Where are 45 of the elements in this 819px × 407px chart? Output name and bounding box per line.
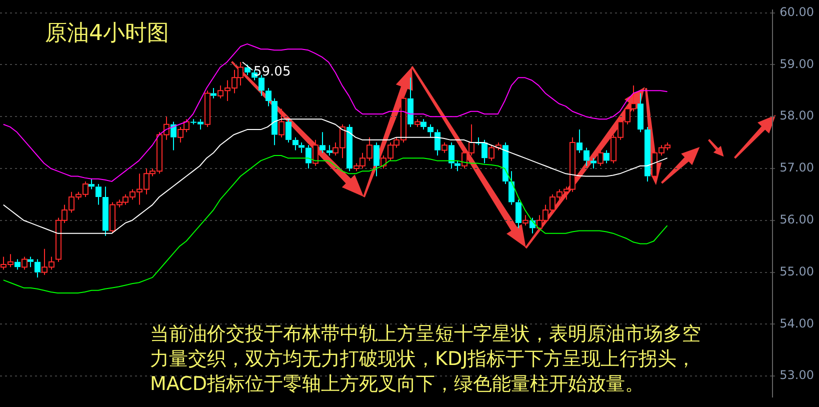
candlestick	[102, 186, 108, 236]
candlestick	[258, 74, 264, 96]
y-tick-label: 54.00	[780, 316, 814, 330]
candlestick	[286, 118, 292, 144]
y-tick-label: 53.00	[780, 368, 814, 382]
text: 原油4小时图	[45, 20, 169, 48]
candlestick	[266, 88, 272, 107]
y-tick-label: 58.00	[780, 108, 814, 123]
y-tick-label: 57.00	[780, 160, 814, 175]
candlestick	[306, 144, 312, 169]
y-tick-label: 59.00	[780, 56, 814, 71]
candlestick	[408, 77, 414, 128]
candlestick	[576, 129, 582, 154]
candlestick	[448, 142, 454, 169]
candlestick	[28, 256, 34, 268]
candlestick	[298, 142, 304, 154]
candlestick	[638, 92, 644, 133]
candlestick	[374, 142, 380, 177]
annotation: 59.05	[253, 64, 291, 80]
y-tick-label: 56.00	[780, 212, 814, 226]
candlestick	[346, 124, 352, 172]
candlestick	[516, 199, 522, 229]
candlestick	[320, 132, 326, 154]
candlestick	[210, 88, 216, 99]
candlestick	[428, 124, 434, 138]
candlestick	[604, 150, 610, 164]
candlestick	[272, 98, 278, 146]
candlestick	[88, 178, 94, 190]
candlestick	[96, 184, 102, 206]
candlestick	[326, 144, 332, 156]
annotation: 当前油价交投于布林带中轨上方呈短十字星状，表明原油市场多空力量交织，双方均无力打破现状，KDJ指标于下方呈现上行拐头，MACD指标位于零轴上方死叉向下，绿色能量柱开始放量。	[150, 322, 702, 397]
candlestick	[420, 118, 426, 130]
candlestick	[170, 121, 176, 151]
candlestick	[292, 136, 298, 151]
y-tick-label: 55.00	[780, 264, 814, 278]
candlestick	[590, 158, 596, 169]
candlestick	[34, 258, 40, 278]
candlestick	[14, 258, 20, 270]
candlestick	[584, 147, 590, 166]
candlestick	[644, 126, 650, 182]
candlestick	[502, 142, 508, 185]
candlestick	[434, 129, 440, 156]
y-tick-label: 60.00	[780, 4, 814, 19]
candlestick	[454, 160, 460, 172]
candlestick	[508, 170, 514, 206]
